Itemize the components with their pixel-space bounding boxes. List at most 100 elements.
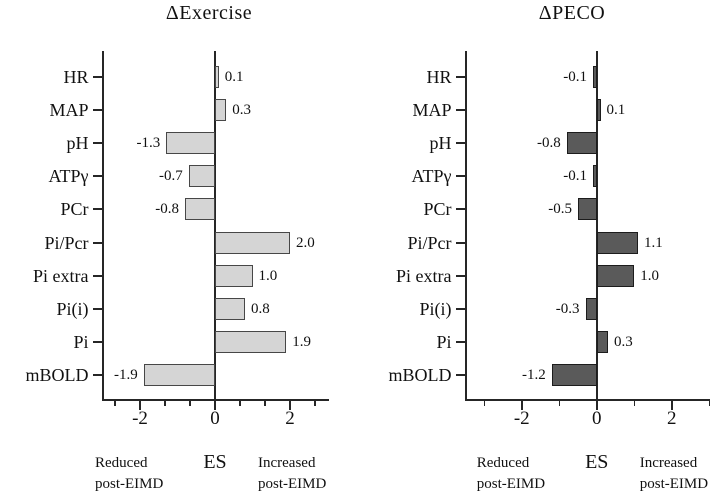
x-axis-minor-tick	[114, 401, 116, 406]
y-axis-category-tick	[92, 373, 103, 376]
value-label-pcr: -0.8	[155, 201, 179, 218]
y-axis-category-tick	[92, 274, 103, 277]
x-axis-major-tick	[521, 401, 523, 410]
plot-area-peco: -2 0 2 HR -0.1 MAP 0.1 pH -0.8 ATPγ -0.1 PCr -0.5 Pi/…	[363, 0, 726, 501]
value-label-ph: -1.3	[136, 135, 161, 152]
chart-title-exercise: ΔExercise	[165, 2, 253, 24]
category-label-pi-pcr: Pi/Pcr	[44, 232, 89, 253]
bar-pi	[215, 330, 287, 353]
category-label-mbold: mBOLD	[388, 364, 452, 385]
bar-atp	[188, 165, 215, 188]
category-label-atp: ATPγ	[48, 166, 89, 187]
y-axis-category-tick	[455, 109, 466, 112]
value-label-atp: -0.1	[563, 168, 587, 185]
category-label-pi-extra: Pi extra	[396, 265, 452, 286]
y-axis-spine	[464, 51, 467, 401]
bar-pcr	[185, 198, 215, 221]
y-axis-category-tick	[455, 208, 466, 211]
value-label-pi: 0.3	[614, 333, 633, 350]
y-axis-category-tick	[92, 307, 103, 310]
y-axis-category-tick	[455, 241, 466, 244]
category-label-pi-extra: Pi extra	[33, 265, 89, 286]
y-axis-category-tick	[92, 142, 103, 145]
bar-pi-i	[215, 297, 245, 320]
chart-title-peco: ΔPECO	[538, 2, 606, 24]
x-axis-line	[464, 399, 711, 401]
bar-atp	[593, 165, 597, 188]
category-label-pcr: PCr	[60, 199, 89, 220]
y-axis-category-tick	[455, 340, 466, 343]
y-axis-spine	[101, 51, 104, 401]
x-axis-major-tick	[289, 401, 291, 410]
bar-hr	[593, 66, 597, 88]
chart-panel-delta-peco: ΔPECO -2 0 2 HR -0.1 MAP 0.1 pH -0.8 ATPγ -0.1 PCr -…	[363, 0, 726, 501]
category-label-map: MAP	[412, 100, 452, 121]
axis-annotation-reduced-line1: Reduced	[476, 455, 530, 471]
x-axis-label-es: ES	[203, 451, 227, 473]
category-label-pi-pcr: Pi/Pcr	[407, 232, 452, 253]
y-axis-category-tick	[455, 76, 466, 78]
chart-panel-delta-exercise: ΔExercise -2 0 2 HR 0.1 MAP 0.3 pH -1.3 ATPγ -0.7 P…	[25, 2, 329, 492]
y-axis-category-tick	[92, 208, 103, 211]
category-label-ph: pH	[66, 133, 89, 154]
zero-line	[596, 51, 598, 400]
bar-hr	[215, 66, 219, 88]
x-axis-minor-tick	[264, 401, 266, 406]
x-axis-label-es: ES	[585, 451, 609, 473]
x-axis-minor-tick	[633, 401, 635, 406]
bar-mbold	[143, 363, 215, 386]
category-label-pi: Pi	[73, 331, 89, 352]
x-axis-major-tick	[596, 401, 598, 410]
value-label-hr: -0.1	[563, 69, 587, 85]
category-label-pi-i: Pi(i)	[419, 298, 452, 319]
x-tick-label: -2	[513, 408, 530, 429]
bar-pi-pcr	[596, 231, 638, 254]
y-axis-category-tick	[92, 109, 103, 112]
bar-map	[215, 99, 227, 122]
value-label-pi: 1.9	[292, 333, 311, 350]
y-axis-category-tick	[92, 340, 103, 343]
axis-annotation-increased: Increased post-EIMD	[640, 453, 708, 495]
x-axis-major-tick	[671, 401, 673, 410]
value-label-pi-pcr: 2.0	[296, 234, 315, 251]
value-label-map: 0.1	[606, 102, 626, 119]
category-label-hr: HR	[426, 67, 452, 87]
value-label-hr: 0.1	[224, 69, 244, 85]
zero-line	[214, 51, 216, 400]
bar-pi	[596, 330, 608, 353]
bar-pi-extra	[215, 264, 253, 287]
category-label-atp: ATPγ	[411, 166, 452, 187]
y-axis-category-tick	[92, 241, 103, 244]
y-axis-category-tick	[455, 373, 466, 376]
category-label-map: MAP	[49, 100, 89, 121]
value-label-pi-pcr: 1.1	[644, 234, 663, 251]
y-axis-category-tick	[455, 175, 466, 178]
x-tick-label: 0	[592, 408, 602, 429]
category-label-pi-i: Pi(i)	[56, 298, 89, 319]
x-axis-major-tick	[214, 401, 216, 410]
x-axis-minor-tick	[239, 401, 241, 406]
y-axis-category-tick	[455, 274, 466, 277]
x-tick-label: 2	[667, 408, 677, 429]
axis-annotation-reduced-line1: Reduced	[95, 455, 148, 471]
value-label-map: 0.3	[232, 102, 251, 119]
bar-mbold	[551, 363, 597, 386]
plot-area-exercise: -2 0 2 HR 0.1 MAP 0.3 pH -1.3 ATPγ -0.7 PCr -0.8 Pi/P…	[25, 51, 329, 429]
bar-pi-i	[585, 297, 597, 320]
bar-ph	[566, 132, 597, 155]
bar-pi-extra	[596, 264, 635, 287]
bar-pi-pcr	[215, 231, 290, 254]
value-label-pcr: -0.5	[548, 201, 572, 218]
x-axis-minor-tick	[708, 401, 710, 406]
x-axis-line	[101, 399, 329, 401]
x-axis-minor-tick	[558, 401, 560, 406]
axis-annotation-increased-line1: Increased	[258, 455, 316, 471]
bar-ph	[166, 132, 215, 155]
x-axis-minor-tick	[483, 401, 485, 406]
category-label-mbold: mBOLD	[25, 364, 89, 385]
value-label-pi-extra: 1.0	[258, 267, 278, 284]
axis-annotation-reduced-line2: post-EIMD	[476, 476, 546, 492]
x-axis-major-tick	[139, 401, 141, 410]
category-label-pcr: PCr	[423, 199, 452, 220]
x-axis-minor-tick	[164, 401, 166, 406]
